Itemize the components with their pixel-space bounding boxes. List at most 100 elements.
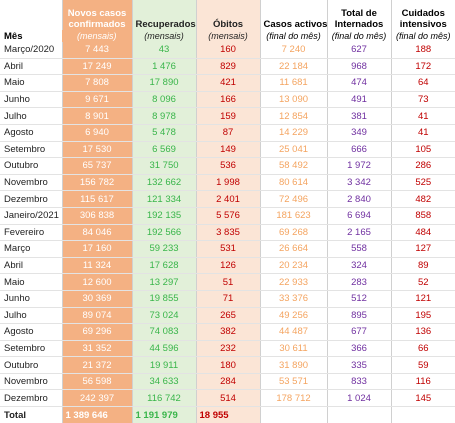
table-row[interactable]: Julho 89 074 73 024 265 49 256 895 195 — [0, 307, 455, 325]
cell-internados[interactable]: 558 — [326, 240, 391, 258]
table-row[interactable]: Janeiro/2021 306 838 192 135 5 576 181 623 6 … — [0, 207, 455, 225]
cell-mes[interactable]: Novembro — [0, 174, 62, 192]
cell-cuidados[interactable]: 525 — [390, 174, 455, 192]
cell-obitos[interactable]: 5 576 — [195, 207, 260, 225]
cell-cuidados[interactable]: 41 — [390, 107, 455, 125]
cell-obitos[interactable]: 1 998 — [195, 174, 260, 192]
cell-internados[interactable]: 283 — [326, 273, 391, 291]
cell-cuidados[interactable]: 145 — [390, 389, 455, 408]
cell-internados[interactable]: 627 — [326, 42, 391, 59]
table-row[interactable]: Setembro 31 352 44 596 232 30 611 366 66 — [0, 340, 455, 358]
cell-recuperados[interactable]: 6 569 — [131, 141, 196, 159]
cell-novos-casos[interactable]: 21 372 — [61, 356, 132, 374]
cell-obitos[interactable]: 829 — [195, 58, 260, 76]
total-internados-empty[interactable] — [326, 406, 391, 423]
cell-internados[interactable]: 2 840 — [326, 190, 391, 208]
table-row[interactable]: Março/2020 7 443 43 160 7 240 627 188 — [0, 42, 455, 59]
cell-recuperados[interactable]: 132 662 — [131, 174, 196, 192]
table-row[interactable]: Outubro 21 372 19 911 180 31 890 335 59 — [0, 356, 455, 374]
cell-casos-activos[interactable]: 7 240 — [259, 42, 327, 59]
cell-recuperados[interactable]: 192 566 — [131, 224, 196, 242]
cell-casos-activos[interactable]: 14 229 — [259, 124, 327, 142]
cell-casos-activos[interactable]: 13 090 — [259, 91, 327, 109]
cell-casos-activos[interactable]: 12 854 — [259, 107, 327, 125]
cell-recuperados[interactable]: 8 978 — [131, 107, 196, 125]
cell-recuperados[interactable]: 192 135 — [131, 207, 196, 225]
cell-mes[interactable]: Julho — [0, 107, 62, 125]
cell-obitos[interactable]: 71 — [195, 290, 260, 308]
cell-casos-activos[interactable]: 22 933 — [259, 273, 327, 291]
cell-internados[interactable]: 491 — [326, 91, 391, 109]
table-row[interactable]: Dezembro 242 397 116 742 514 178 712 1 024 145 — [0, 389, 455, 408]
header-casos-activos[interactable]: Casos activos — [259, 0, 327, 30]
cell-internados[interactable]: 381 — [326, 107, 391, 125]
cell-novos-casos[interactable]: 8 901 — [61, 107, 132, 125]
cell-casos-activos[interactable]: 80 614 — [259, 174, 327, 192]
cell-casos-activos[interactable]: 31 890 — [259, 356, 327, 374]
cell-obitos[interactable]: 265 — [195, 307, 260, 325]
cell-obitos[interactable]: 160 — [195, 42, 260, 59]
cell-recuperados[interactable]: 59 233 — [131, 240, 196, 258]
cell-mes[interactable]: Abril — [0, 257, 62, 275]
cell-obitos[interactable]: 232 — [195, 340, 260, 358]
cell-novos-casos[interactable]: 17 249 — [61, 58, 132, 76]
cell-cuidados[interactable]: 52 — [390, 273, 455, 291]
cell-novos-casos[interactable]: 17 160 — [61, 240, 132, 258]
cell-cuidados[interactable]: 121 — [390, 290, 455, 308]
cell-novos-casos[interactable]: 7 443 — [61, 42, 132, 59]
cell-casos-activos[interactable]: 33 376 — [259, 290, 327, 308]
table-row[interactable]: Fevereiro 84 046 192 566 3 835 69 268 2 165 48… — [0, 224, 455, 242]
cell-internados[interactable]: 512 — [326, 290, 391, 308]
cell-mes[interactable]: Agosto — [0, 323, 62, 341]
cell-internados[interactable]: 366 — [326, 340, 391, 358]
header-mes[interactable]: Mês — [4, 31, 23, 42]
cell-casos-activos[interactable]: 53 571 — [259, 373, 327, 391]
cell-cuidados[interactable]: 188 — [390, 42, 455, 59]
cell-mes[interactable]: Março — [0, 240, 62, 258]
cell-recuperados[interactable]: 19 855 — [131, 290, 196, 308]
cell-novos-casos[interactable]: 65 737 — [61, 157, 132, 175]
cell-internados[interactable]: 833 — [326, 373, 391, 391]
cell-mes[interactable]: Novembro — [0, 373, 62, 391]
cell-obitos[interactable]: 3 835 — [195, 224, 260, 242]
cell-casos-activos[interactable]: 72 496 — [259, 190, 327, 208]
total-cuidados-empty[interactable] — [390, 406, 455, 423]
cell-obitos[interactable]: 2 401 — [195, 190, 260, 208]
cell-casos-activos[interactable]: 30 611 — [259, 340, 327, 358]
cell-mes[interactable]: Julho — [0, 307, 62, 325]
cell-mes[interactable]: Junho — [0, 91, 62, 109]
cell-recuperados[interactable]: 43 — [131, 42, 196, 59]
cell-mes[interactable]: Setembro — [0, 340, 62, 358]
table-row[interactable]: Maio 12 600 13 297 51 22 933 283 52 — [0, 273, 455, 291]
cell-recuperados[interactable]: 121 334 — [131, 190, 196, 208]
cell-cuidados[interactable]: 73 — [390, 91, 455, 109]
cell-mes[interactable]: Dezembro — [0, 389, 62, 408]
cell-cuidados[interactable]: 195 — [390, 307, 455, 325]
cell-obitos[interactable]: 514 — [195, 389, 260, 408]
table-row[interactable]: Novembro 156 782 132 662 1 998 80 614 3 342 52… — [0, 174, 455, 192]
cell-novos-casos[interactable]: 9 671 — [61, 91, 132, 109]
cell-cuidados[interactable]: 89 — [390, 257, 455, 275]
cell-obitos[interactable]: 87 — [195, 124, 260, 142]
header-cuidados[interactable]: Cuidados intensivos — [390, 0, 455, 30]
total-activos-empty[interactable] — [259, 406, 327, 423]
cell-internados[interactable]: 895 — [326, 307, 391, 325]
cell-casos-activos[interactable]: 69 268 — [259, 224, 327, 242]
table-row[interactable]: Junho 30 369 19 855 71 33 376 512 121 — [0, 290, 455, 308]
cell-mes[interactable]: Setembro — [0, 141, 62, 159]
cell-novos-casos[interactable]: 12 600 — [61, 273, 132, 291]
cell-mes[interactable]: Dezembro — [0, 190, 62, 208]
table-row[interactable]: Setembro 17 530 6 569 149 25 041 666 105 — [0, 141, 455, 159]
cell-novos-casos[interactable]: 30 369 — [61, 290, 132, 308]
header-recuperados[interactable]: Recuperados — [131, 0, 196, 30]
cell-mes[interactable]: Outubro — [0, 157, 62, 175]
cell-cuidados[interactable]: 484 — [390, 224, 455, 242]
cell-internados[interactable]: 666 — [326, 141, 391, 159]
total-label[interactable]: Total — [0, 406, 62, 423]
cell-recuperados[interactable]: 31 750 — [131, 157, 196, 175]
cell-internados[interactable]: 1 972 — [326, 157, 391, 175]
cell-internados[interactable]: 6 694 — [326, 207, 391, 225]
cell-mes[interactable]: Abril — [0, 58, 62, 76]
cell-casos-activos[interactable]: 178 712 — [259, 389, 327, 408]
cell-internados[interactable]: 335 — [326, 356, 391, 374]
